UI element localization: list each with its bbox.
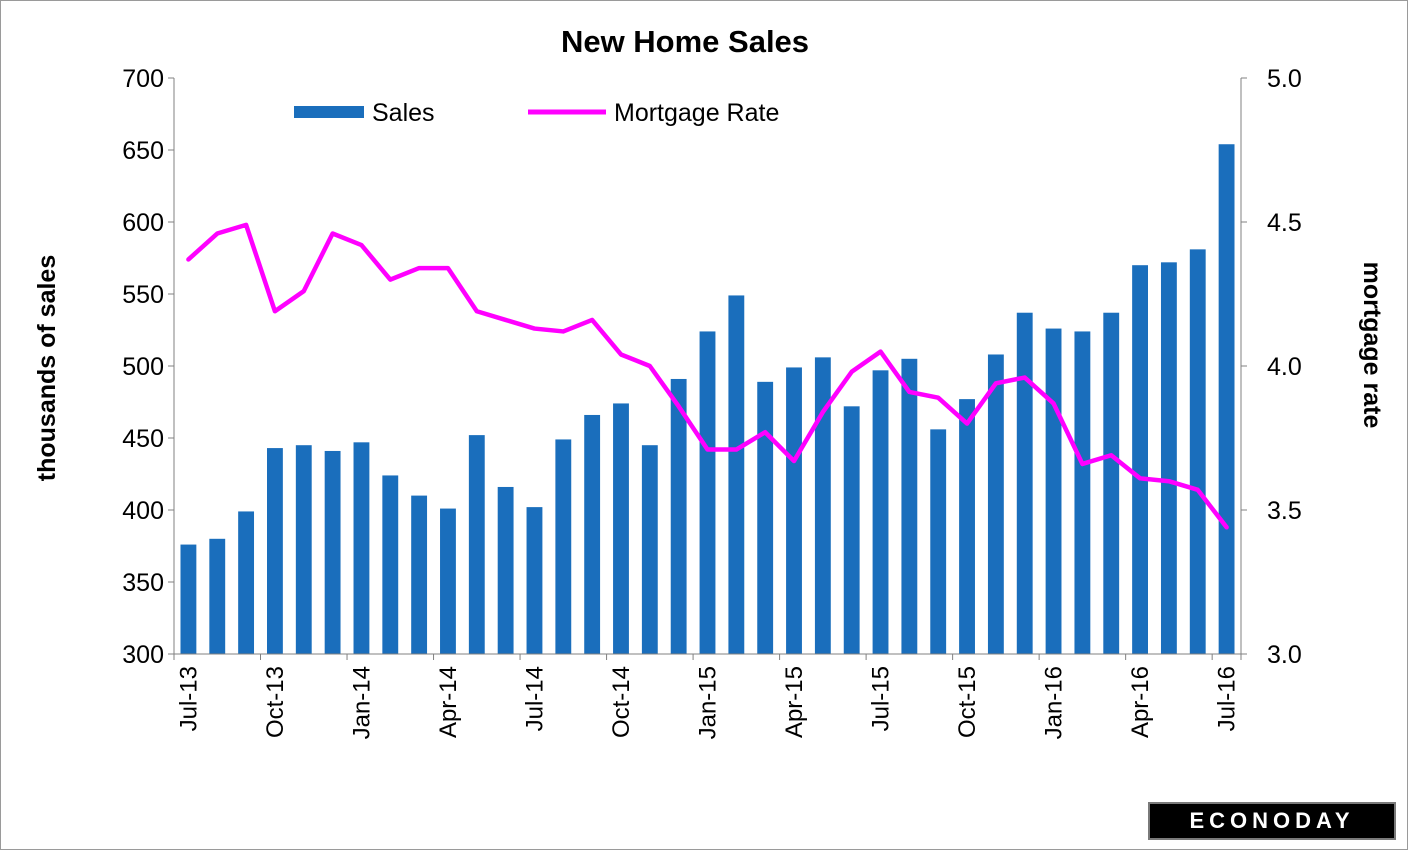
x-tick-label-apr-16: Apr-16 <box>1127 666 1154 738</box>
sales-bar-nov-13 <box>295 445 312 654</box>
sales-bar-jun-14 <box>497 486 514 654</box>
x-tick-label-apr-14: Apr-14 <box>435 666 462 738</box>
sales-bar-oct-13 <box>267 448 283 654</box>
y2-tick-label-3.5: 3.5 <box>1267 497 1302 525</box>
chart-title: New Home Sales <box>561 24 809 59</box>
sales-bar-aug-13 <box>209 538 226 654</box>
x-tick-label-oct-13: Oct-13 <box>262 666 289 738</box>
y-tick-label-600: 600 <box>122 209 164 237</box>
sales-bar-oct-14 <box>613 403 629 654</box>
mortgage-rate-line <box>186 222 1229 530</box>
y-tick-label-500: 500 <box>122 353 164 381</box>
axes: 300 350 400 450 500 550 600 650 700 3.0 3.5 4.0 4.5 5… <box>122 65 1301 739</box>
sales-bar-feb-14 <box>382 475 399 654</box>
sales-bar-sep-13 <box>238 511 255 654</box>
sales-bar-dec-14 <box>670 378 687 654</box>
sales-bar-oct-15 <box>959 399 975 654</box>
sales-bar-jul-14 <box>526 507 543 654</box>
y-tick-label-400: 400 <box>122 497 164 525</box>
y-tick-label-350: 350 <box>122 569 164 597</box>
econoday-logo: ECONODAY <box>1148 802 1396 840</box>
x-tick-label-jul-16: Jul-16 <box>1214 666 1241 731</box>
sales-bar-dec-13 <box>324 450 341 654</box>
y2-tick-label-5.0: 5.0 <box>1267 65 1302 93</box>
x-tick-label-apr-15: Apr-15 <box>781 666 808 738</box>
y-tick-label-700: 700 <box>122 65 164 93</box>
sales-bar-apr-16 <box>1132 265 1148 654</box>
y-tick-label-450: 450 <box>122 425 164 453</box>
legend-label-mortgage-rate: Mortgage Rate <box>614 99 779 127</box>
sales-bar-apr-14 <box>440 508 456 654</box>
x-tick-label-jul-15: Jul-15 <box>868 666 895 731</box>
x-tick-label-jan-15: Jan-15 <box>695 666 722 739</box>
x-tick-label-jul-14: Jul-14 <box>521 666 548 731</box>
x-tick-label-jan-14: Jan-14 <box>348 666 375 739</box>
sales-bar-may-14 <box>468 435 485 654</box>
x-tick-label-jan-16: Jan-16 <box>1041 666 1068 739</box>
sales-bar-nov-14 <box>641 445 658 654</box>
sales-bar-jul-13 <box>180 544 197 654</box>
y-tick-label-300: 300 <box>122 641 164 669</box>
y2-axis-label: mortgage rate <box>1358 262 1386 429</box>
x-tick-label-jul-13: Jul-13 <box>175 666 202 731</box>
sales-bar-may-15 <box>814 357 831 654</box>
sales-bar-jun-16 <box>1189 249 1206 655</box>
sales-bar-jan-14 <box>353 442 370 654</box>
sales-bar-jul-16 <box>1218 144 1235 655</box>
y-axis-label: thousands of sales <box>33 255 61 481</box>
legend-label-sales: Sales <box>372 99 435 127</box>
sales-bar-jan-15 <box>699 331 716 654</box>
sales-bar-mar-15 <box>757 381 774 654</box>
x-tick-label-oct-15: Oct-15 <box>954 666 981 738</box>
econoday-logo-text: ECONODAY <box>1189 808 1355 833</box>
sales-bar-aug-14 <box>555 439 572 654</box>
sales-bar-mar-14 <box>411 495 428 654</box>
sales-bar-jan-16 <box>1045 328 1062 654</box>
legend-swatch-sales <box>294 106 364 118</box>
sales-bar-apr-15 <box>786 367 802 654</box>
sales-bar-aug-15 <box>901 358 918 654</box>
sales-bar-jul-15 <box>872 370 889 654</box>
x-tick-label-oct-14: Oct-14 <box>608 666 635 738</box>
sales-bar-mar-16 <box>1103 312 1120 654</box>
sales-bar-dec-15 <box>1016 312 1033 654</box>
sales-bars <box>180 144 1235 655</box>
sales-bar-nov-15 <box>987 354 1004 654</box>
sales-bar-feb-16 <box>1074 331 1091 654</box>
y2-tick-label-4.0: 4.0 <box>1267 353 1302 381</box>
sales-bar-may-16 <box>1160 262 1177 654</box>
sales-bar-feb-15 <box>728 295 745 654</box>
y-tick-label-650: 650 <box>122 137 164 165</box>
legend: Sales Mortgage Rate <box>294 99 779 127</box>
mortgage-rate-series-line <box>186 222 1229 530</box>
sales-bar-sep-15 <box>930 429 947 654</box>
sales-bar-sep-14 <box>584 414 601 654</box>
y2-tick-label-3.0: 3.0 <box>1267 641 1302 669</box>
sales-bar-jun-15 <box>843 406 860 654</box>
y2-tick-label-4.5: 4.5 <box>1267 209 1302 237</box>
y-tick-label-550: 550 <box>122 281 164 309</box>
